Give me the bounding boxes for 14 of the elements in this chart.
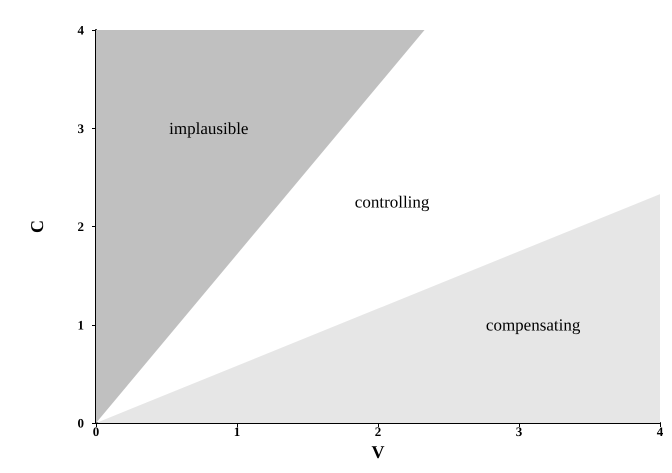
y-axis-title: C: [27, 220, 47, 233]
y-tick-label: 2: [78, 219, 84, 234]
x-tick-label: 4: [656, 424, 664, 439]
annotation: compensating: [486, 315, 581, 334]
x-tick-label: 2: [374, 424, 382, 439]
y-tick-label: 3: [78, 120, 84, 136]
y-tick-label: 1: [78, 317, 84, 332]
annotation: implausible: [169, 118, 248, 138]
x-tick-label: 0: [92, 424, 100, 439]
y-tick-label: 4: [78, 22, 84, 38]
annotation: controlling: [354, 192, 430, 212]
x-tick-label: 3: [516, 424, 523, 439]
x-axis-title: V: [372, 442, 384, 462]
x-tick-label: 1: [234, 424, 240, 439]
